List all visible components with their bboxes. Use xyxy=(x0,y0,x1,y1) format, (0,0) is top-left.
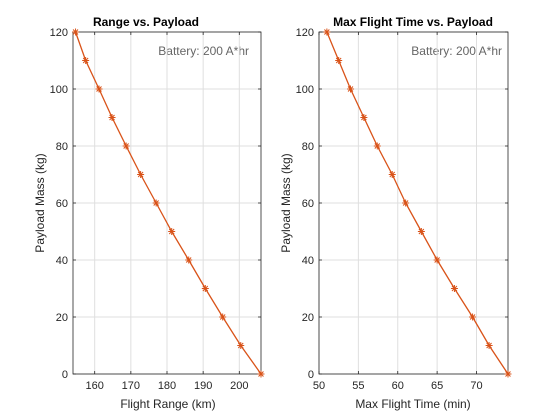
chart-title: Max Flight Time vs. Payload xyxy=(333,15,493,29)
data-point xyxy=(417,228,425,235)
data-point xyxy=(504,370,512,378)
x-tick-label: 170 xyxy=(122,380,140,392)
data-point xyxy=(152,199,160,207)
y-tick-label: 100 xyxy=(50,84,68,96)
data-point xyxy=(201,285,209,292)
data-point xyxy=(137,171,145,178)
data-point xyxy=(122,142,130,150)
y-tick-label: 60 xyxy=(56,198,68,210)
data-point xyxy=(108,114,116,121)
y-tick-label: 40 xyxy=(302,255,314,267)
x-tick-label: 180 xyxy=(158,380,176,392)
x-tick-label: 200 xyxy=(230,380,248,392)
y-axis-label: Payload Mass (kg) xyxy=(33,153,47,252)
y-tick-label: 0 xyxy=(62,369,68,381)
data-point xyxy=(485,342,493,349)
max-flight-time-vs-payload-chart: Max Flight Time vs. Payload Battery: 200… xyxy=(279,15,512,411)
x-tick-label: 55 xyxy=(352,380,364,392)
data-point xyxy=(323,28,331,36)
y-tick-label: 100 xyxy=(296,84,314,96)
data-point xyxy=(95,85,103,93)
x-tick-label: 190 xyxy=(194,380,212,392)
x-tick-label: 50 xyxy=(313,380,325,392)
y-tick-label: 20 xyxy=(56,312,68,324)
chart-title: Range vs. Payload xyxy=(93,15,199,29)
data-point xyxy=(219,313,227,321)
data-point xyxy=(257,370,265,378)
x-tick-label: 160 xyxy=(86,380,104,392)
range-vs-payload-chart: Range vs. Payload Battery: 200 A*hr Flig… xyxy=(33,15,265,411)
data-point xyxy=(402,199,410,207)
data-point xyxy=(433,256,441,264)
y-tick-label: 20 xyxy=(302,312,314,324)
data-point xyxy=(72,28,80,36)
x-tick-label: 60 xyxy=(392,380,404,392)
data-point xyxy=(373,142,381,150)
battery-annotation: Battery: 200 A*hr xyxy=(411,44,502,58)
data-point xyxy=(450,285,458,292)
y-axis-label: Payload Mass (kg) xyxy=(279,153,293,252)
x-axis-label: Flight Range (km) xyxy=(120,397,215,411)
y-tick-label: 0 xyxy=(308,369,314,381)
data-point xyxy=(469,313,477,321)
data-point xyxy=(168,228,176,235)
y-tick-label: 80 xyxy=(302,141,314,153)
y-tick-label: 80 xyxy=(56,141,68,153)
data-point xyxy=(82,57,90,64)
data-point xyxy=(185,256,193,264)
data-point xyxy=(388,171,396,178)
y-tick-label: 120 xyxy=(50,27,68,39)
data-point xyxy=(347,85,354,93)
data-point xyxy=(360,114,368,121)
y-tick-label: 60 xyxy=(302,198,314,210)
y-tick-label: 40 xyxy=(56,255,68,267)
data-point xyxy=(237,342,245,349)
x-tick-label: 65 xyxy=(431,380,443,392)
data-point xyxy=(335,57,343,64)
y-tick-label: 120 xyxy=(296,27,314,39)
x-tick-label: 70 xyxy=(470,380,482,392)
x-axis-label: Max Flight Time (min) xyxy=(355,397,470,411)
